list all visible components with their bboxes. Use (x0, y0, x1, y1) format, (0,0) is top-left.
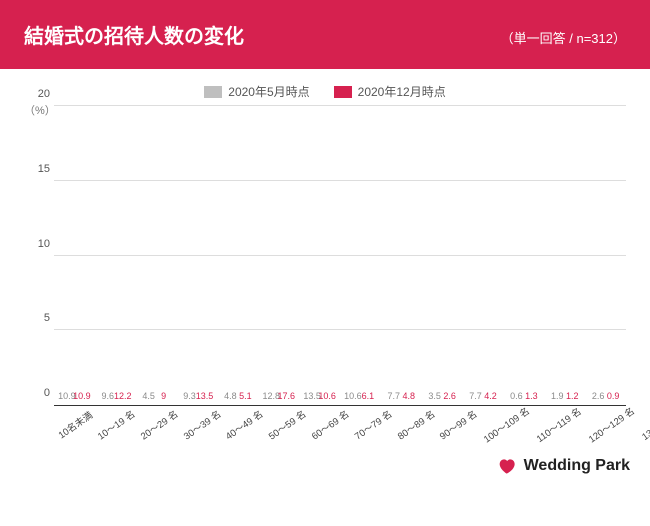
bar-value-label: 1.9 (551, 391, 564, 401)
legend: 2020年5月時点 2020年12月時点 (0, 69, 650, 106)
legend-swatch-b (334, 86, 352, 98)
legend-label-b: 2020年12月時点 (358, 83, 446, 100)
bar-value-label: 1.2 (566, 391, 579, 401)
bar-value-label: 10.6 (344, 391, 362, 401)
y-tick: 0 (26, 387, 50, 399)
bar-value-label: 7.7 (469, 391, 482, 401)
brand-name: Wedding Park (524, 457, 630, 475)
bar-value-label: 4.2 (484, 391, 497, 401)
bar-value-label: 4.5 (142, 391, 155, 401)
bar-value-label: 5.1 (239, 391, 252, 401)
gridline (54, 105, 626, 106)
bar-value-label: 12.2 (114, 391, 132, 401)
bar-value-label: 4.8 (224, 391, 237, 401)
chart-title: 結婚式の招待人数の変化 (24, 20, 244, 49)
y-tick: 10 (26, 238, 50, 250)
y-axis-unit: （%） (24, 102, 56, 118)
bar-value-label: 10.6 (318, 391, 336, 401)
bar-value-label: 6.1 (362, 391, 375, 401)
legend-swatch-a (204, 86, 222, 98)
legend-label-a: 2020年5月時点 (228, 83, 309, 100)
bar-value-label: 0.6 (510, 391, 523, 401)
chart-subtitle: （単一回答 / n=312） (501, 28, 626, 47)
bar-value-label: 1.3 (525, 391, 538, 401)
bar-value-label: 3.5 (428, 391, 441, 401)
bar-value-label: 9.3 (183, 391, 196, 401)
heart-icon (498, 456, 518, 476)
bar-value-label: 4.8 (403, 391, 416, 401)
chart-header: 結婚式の招待人数の変化 （単一回答 / n=312） (0, 0, 650, 69)
y-tick: 20 (26, 88, 50, 100)
bar-value-label: 9 (161, 391, 166, 401)
chart-area: （%） 10.910.99.612.24.599.313.54.85.112.8… (0, 106, 650, 406)
y-tick: 5 (26, 312, 50, 324)
bars-container: 10.910.99.612.24.599.313.54.85.112.817.6… (54, 106, 626, 405)
x-axis: 10名未満10～19 名20～29 名30～39 名40～49 名50～59 名… (0, 406, 650, 426)
bar-value-label: 0.9 (607, 391, 620, 401)
y-tick: 15 (26, 163, 50, 175)
bar-value-label: 2.6 (592, 391, 605, 401)
legend-item-b: 2020年12月時点 (334, 83, 446, 100)
gridline (54, 180, 626, 181)
bar-value-label: 7.7 (388, 391, 401, 401)
legend-item-a: 2020年5月時点 (204, 83, 309, 100)
bar-value-label: 9.6 (102, 391, 115, 401)
bar-value-label: 2.6 (443, 391, 456, 401)
bar-value-label: 10.9 (73, 391, 91, 401)
gridline (54, 255, 626, 256)
bar-value-label: 17.6 (277, 391, 295, 401)
bar-value-label: 13.5 (196, 391, 214, 401)
gridline (54, 329, 626, 330)
plot-area: 10.910.99.612.24.599.313.54.85.112.817.6… (54, 106, 626, 406)
